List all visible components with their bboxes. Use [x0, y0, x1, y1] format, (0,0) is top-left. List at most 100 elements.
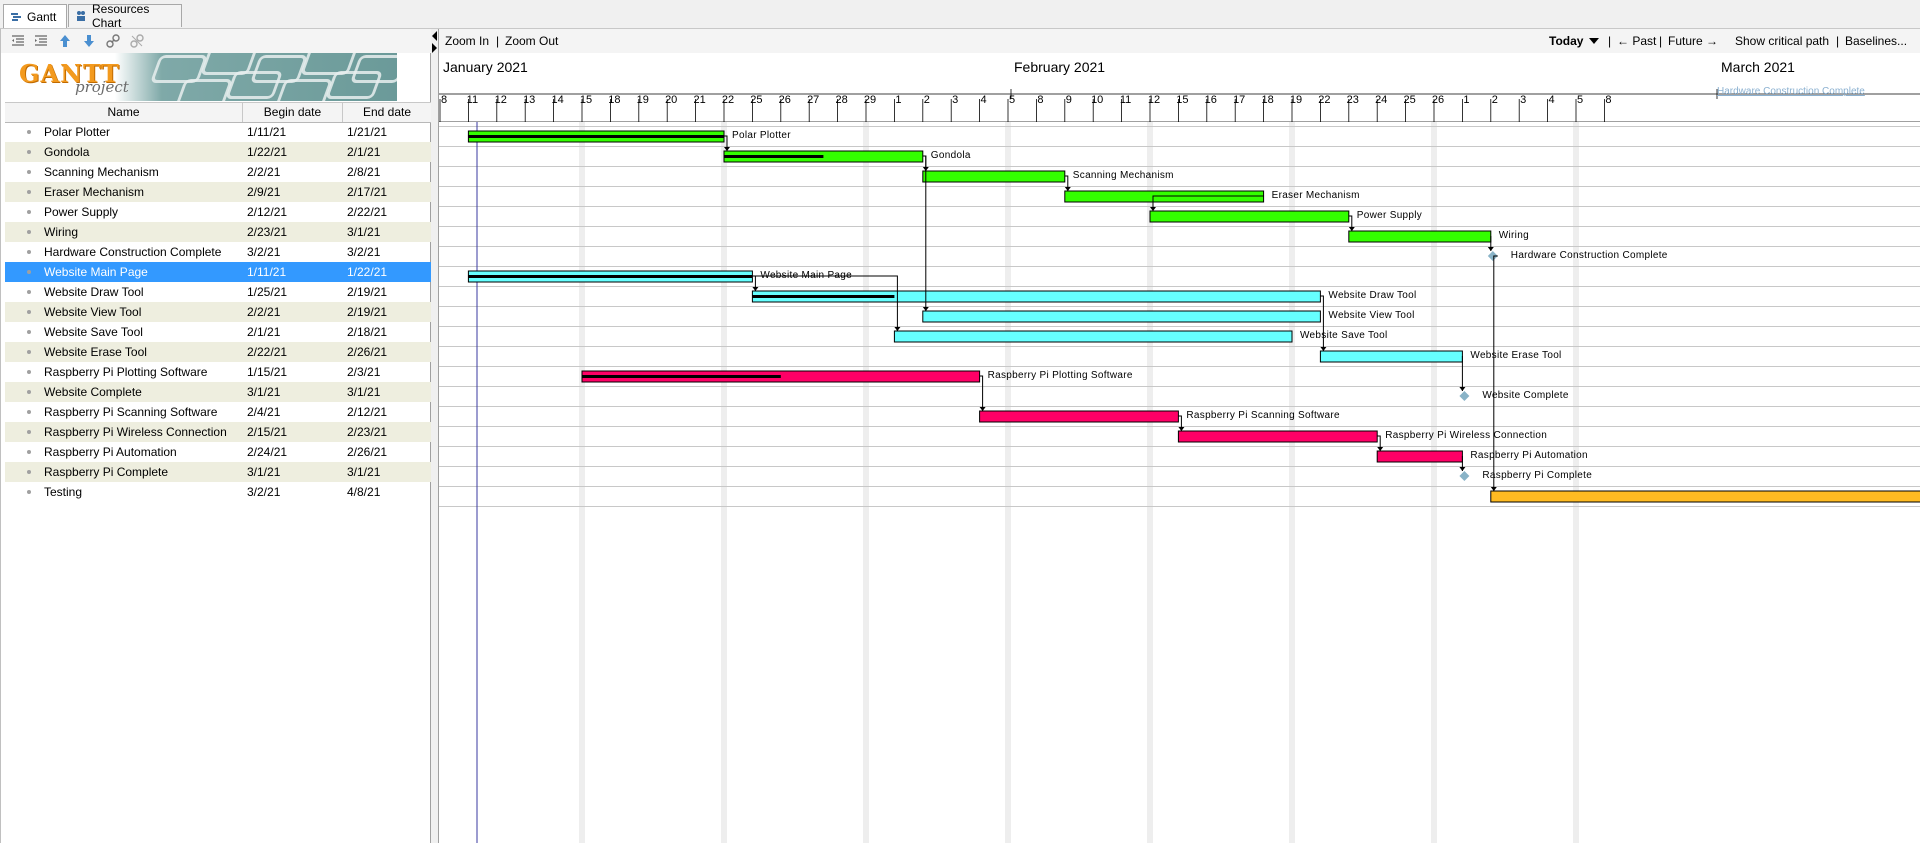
- task-row[interactable]: Eraser Mechanism 2/9/21 2/17/21: [5, 182, 431, 202]
- task-begin-date[interactable]: 2/22/21: [247, 345, 288, 359]
- task-name[interactable]: Raspberry Pi Scanning Software: [44, 405, 218, 419]
- task-end-date[interactable]: 2/26/21: [347, 345, 388, 359]
- zoom-out-button[interactable]: Zoom Out: [505, 34, 559, 48]
- task-name[interactable]: Gondola: [44, 145, 90, 159]
- panel-splitter[interactable]: [431, 29, 439, 843]
- task-row[interactable]: Gondola 1/22/21 2/1/21: [5, 142, 431, 162]
- task-row[interactable]: Website View Tool 2/2/21 2/19/21: [5, 302, 431, 322]
- task-name[interactable]: Website Complete: [44, 385, 142, 399]
- task-row[interactable]: Website Complete 3/1/21 3/1/21: [5, 382, 431, 402]
- task-end-date[interactable]: 1/21/21: [347, 125, 388, 139]
- baselines-button[interactable]: Baselines...: [1845, 34, 1908, 48]
- column-name[interactable]: Name: [5, 103, 243, 122]
- task-begin-date[interactable]: 2/15/21: [247, 425, 288, 439]
- task-begin-date[interactable]: 3/2/21: [247, 485, 281, 499]
- show-critical-path-button[interactable]: Show critical path: [1735, 34, 1830, 48]
- task-begin-date[interactable]: 3/1/21: [247, 385, 281, 399]
- task-row[interactable]: Scanning Mechanism 2/2/21 2/8/21: [5, 162, 431, 182]
- task-name[interactable]: Eraser Mechanism: [44, 185, 145, 199]
- today-button[interactable]: Today: [1549, 34, 1584, 48]
- task-end-date[interactable]: 2/8/21: [347, 165, 381, 179]
- task-end-date[interactable]: 2/12/21: [347, 405, 388, 419]
- task-begin-date[interactable]: 1/22/21: [247, 145, 288, 159]
- task-begin-date[interactable]: 2/1/21: [247, 325, 281, 339]
- task-name[interactable]: Scanning Mechanism: [44, 165, 159, 179]
- future-button[interactable]: Future →: [1668, 34, 1719, 48]
- collapse-left-icon[interactable]: [432, 31, 437, 41]
- task-name[interactable]: Website Draw Tool: [44, 285, 144, 299]
- task-row[interactable]: Raspberry Pi Wireless Connection 2/15/21 2…: [5, 422, 431, 442]
- task-end-date[interactable]: 1/22/21: [347, 265, 388, 279]
- task-row[interactable]: Polar Plotter 1/11/21 1/21/21: [5, 122, 431, 142]
- today-dropdown-icon[interactable]: [1589, 38, 1599, 44]
- task-row[interactable]: Testing 3/2/21 4/8/21: [5, 482, 431, 502]
- zoom-in-button[interactable]: Zoom In: [445, 34, 490, 48]
- task-name[interactable]: Website Save Tool: [44, 325, 143, 339]
- task-begin-date[interactable]: 1/11/21: [247, 125, 287, 139]
- task-begin-date[interactable]: 1/11/21: [247, 265, 287, 279]
- task-name[interactable]: Power Supply: [44, 205, 119, 219]
- task-begin-date[interactable]: 3/1/21: [247, 465, 281, 479]
- tab-resources-chart[interactable]: Resources Chart: [68, 2, 182, 30]
- task-name[interactable]: Polar Plotter: [44, 125, 111, 139]
- task-end-date[interactable]: 2/19/21: [347, 305, 388, 319]
- indent-icon[interactable]: [33, 33, 49, 49]
- task-name[interactable]: Testing: [44, 485, 83, 499]
- column-begin-date[interactable]: Begin date: [243, 103, 343, 122]
- link-icon[interactable]: [105, 33, 121, 49]
- gantt-chart-area[interactable]: Polar Plotter Gondola Scanning Mechanism Er…: [439, 122, 1920, 843]
- task-end-date[interactable]: 2/22/21: [347, 205, 388, 219]
- task-end-date[interactable]: 3/1/21: [347, 385, 381, 399]
- task-row[interactable]: Hardware Construction Complete 3/2/21 3/2/…: [5, 242, 431, 262]
- task-row[interactable]: Website Erase Tool 2/22/21 2/26/21: [5, 342, 431, 362]
- task-name[interactable]: Website Erase Tool: [44, 345, 147, 359]
- task-end-date[interactable]: 3/1/21: [347, 465, 381, 479]
- task-row[interactable]: Website Main Page 1/11/21 1/22/21: [5, 262, 431, 282]
- task-begin-date[interactable]: 2/23/21: [247, 225, 288, 239]
- task-end-date[interactable]: 3/2/21: [347, 245, 381, 259]
- task-name[interactable]: Raspberry Pi Wireless Connection: [44, 425, 227, 439]
- move-up-icon[interactable]: [57, 33, 73, 49]
- task-row[interactable]: Raspberry Pi Scanning Software 2/4/21 2/12…: [5, 402, 431, 422]
- task-name[interactable]: Website View Tool: [44, 305, 142, 319]
- move-down-icon[interactable]: [81, 33, 97, 49]
- task-row[interactable]: Website Save Tool 2/1/21 2/18/21: [5, 322, 431, 342]
- task-begin-date[interactable]: 2/2/21: [247, 165, 281, 179]
- task-end-date[interactable]: 2/23/21: [347, 425, 388, 439]
- unlink-icon[interactable]: [129, 33, 145, 49]
- task-end-date[interactable]: 2/1/21: [347, 145, 381, 159]
- task-end-date[interactable]: 3/1/21: [347, 225, 381, 239]
- task-begin-date[interactable]: 2/9/21: [247, 185, 281, 199]
- task-row[interactable]: Raspberry Pi Complete 3/1/21 3/1/21: [5, 462, 431, 482]
- task-begin-date[interactable]: 2/12/21: [247, 205, 288, 219]
- day-label: 4: [1548, 94, 1555, 106]
- task-end-date[interactable]: 2/3/21: [347, 365, 381, 379]
- outdent-icon[interactable]: [10, 33, 26, 49]
- tab-gantt[interactable]: Gantt: [3, 4, 67, 28]
- task-end-date[interactable]: 4/8/21: [347, 485, 381, 499]
- task-begin-date[interactable]: 2/4/21: [247, 405, 281, 419]
- task-name[interactable]: Wiring: [44, 225, 79, 239]
- task-name[interactable]: Hardware Construction Complete: [44, 245, 222, 259]
- column-end-date[interactable]: End date: [362, 105, 412, 119]
- task-name[interactable]: Raspberry Pi Complete: [44, 465, 169, 479]
- task-end-date[interactable]: 2/19/21: [347, 285, 388, 299]
- task-end-date[interactable]: 2/17/21: [347, 185, 388, 199]
- task-row[interactable]: Raspberry Pi Automation 2/24/21 2/26/21: [5, 442, 431, 462]
- task-name[interactable]: Raspberry Pi Automation: [44, 445, 177, 459]
- task-begin-date[interactable]: 1/25/21: [247, 285, 288, 299]
- collapse-right-icon[interactable]: [432, 43, 437, 53]
- task-begin-date[interactable]: 1/15/21: [247, 365, 288, 379]
- task-row[interactable]: Website Draw Tool 1/25/21 2/19/21: [5, 282, 431, 302]
- task-begin-date[interactable]: 2/2/21: [247, 305, 281, 319]
- task-row[interactable]: Raspberry Pi Plotting Software 1/15/21 2/3…: [5, 362, 431, 382]
- task-end-date[interactable]: 2/26/21: [347, 445, 388, 459]
- task-end-date[interactable]: 2/18/21: [347, 325, 388, 339]
- task-begin-date[interactable]: 2/24/21: [247, 445, 288, 459]
- task-name[interactable]: Raspberry Pi Plotting Software: [44, 365, 208, 379]
- task-begin-date[interactable]: 3/2/21: [247, 245, 281, 259]
- task-row[interactable]: Power Supply 2/12/21 2/22/21: [5, 202, 431, 222]
- task-row[interactable]: Wiring 2/23/21 3/1/21: [5, 222, 431, 242]
- task-name[interactable]: Website Main Page: [44, 265, 148, 279]
- past-button[interactable]: ← Past: [1617, 34, 1657, 48]
